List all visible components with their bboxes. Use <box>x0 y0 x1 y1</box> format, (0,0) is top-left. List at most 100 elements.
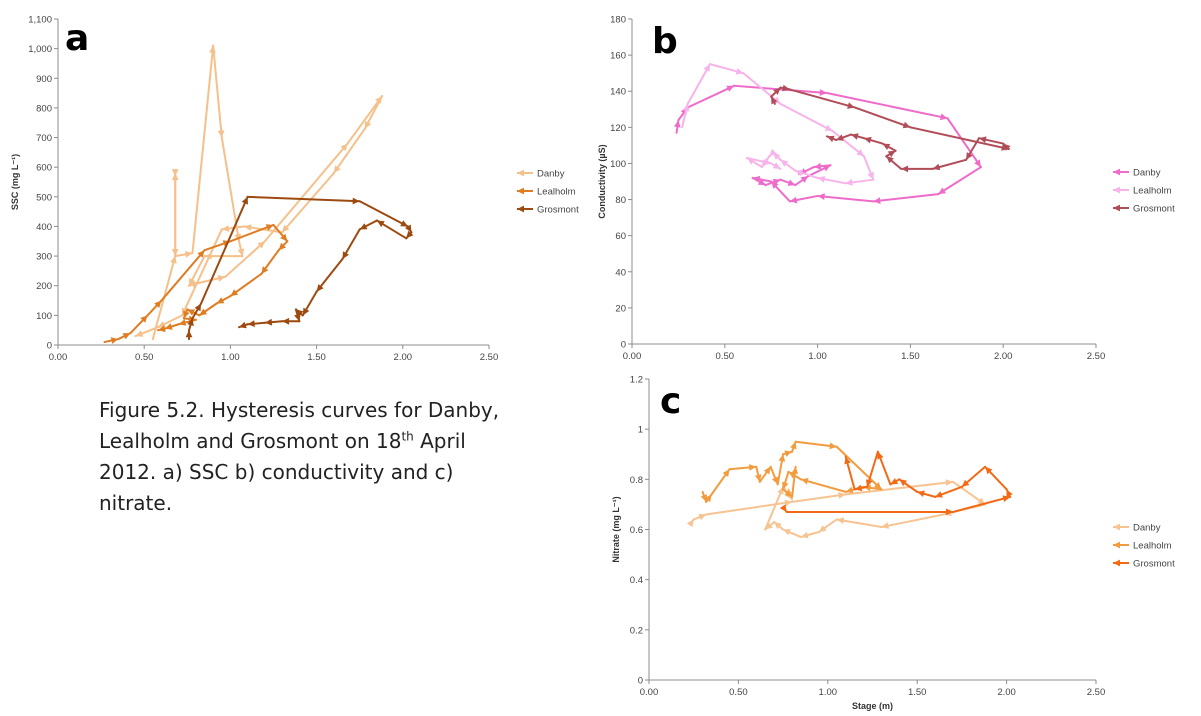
y-tick-label: 120 <box>610 123 626 134</box>
arrow-marker <box>185 251 193 258</box>
arrow-marker <box>406 231 413 239</box>
arrow-marker <box>353 198 360 205</box>
legend-arrow-marker <box>1113 205 1120 212</box>
x-tick-label: 0.00 <box>623 351 642 362</box>
arrow-marker <box>687 520 694 528</box>
legend-label: Danby <box>537 169 565 180</box>
y-axis-label: SSC (mg L⁻¹) <box>10 154 20 210</box>
series-segment <box>334 129 365 173</box>
x-tick-label: 0.50 <box>135 352 154 363</box>
arrow-marker <box>111 337 119 344</box>
legend-label: Grosmont <box>537 205 579 216</box>
legend-arrow-marker <box>1113 524 1120 531</box>
legend-item: Danby <box>517 169 565 180</box>
y-tick-label: 40 <box>615 267 626 278</box>
series-danby <box>674 86 981 204</box>
legend-item: Grosmont <box>1113 204 1175 215</box>
arrow-marker <box>790 197 798 204</box>
panel-letter: a <box>65 18 89 59</box>
y-axis-label: Nitrate (mg L⁻¹) <box>611 496 621 562</box>
y-tick-label: 700 <box>36 133 52 144</box>
y-axis-label: Conductivity (µS) <box>597 144 607 218</box>
x-tick-label: 0.50 <box>716 351 735 362</box>
x-tick-label: 2.50 <box>1087 687 1106 698</box>
arrow-marker <box>881 522 889 529</box>
series-segment <box>873 194 938 201</box>
arrow-marker <box>779 454 786 461</box>
x-tick-label: 0.00 <box>49 352 68 363</box>
series-segment <box>837 447 882 490</box>
legend-label: Grosmont <box>1133 204 1175 215</box>
x-tick-label: 1.00 <box>808 351 827 362</box>
y-tick-label: 900 <box>36 74 52 85</box>
arrow-marker <box>901 166 908 173</box>
y-tick-label: 20 <box>615 303 626 314</box>
series-segment <box>225 241 265 277</box>
panel-letter: b <box>652 21 678 62</box>
y-tick-label: 0 <box>638 676 643 687</box>
series-segment <box>910 127 1008 149</box>
y-tick-label: 200 <box>36 281 52 292</box>
y-tick-label: 0.6 <box>630 525 643 536</box>
arrow-marker <box>282 318 289 325</box>
x-tick-label: 1.50 <box>307 352 326 363</box>
series-segment <box>780 104 832 131</box>
legend-arrow-marker <box>1113 187 1120 194</box>
legend-arrow-marker <box>517 188 524 195</box>
y-tick-label: 80 <box>615 195 626 206</box>
series-segment <box>248 197 360 201</box>
x-tick-label: 1.50 <box>908 687 927 698</box>
series-grosmont <box>186 197 414 339</box>
x-tick-label: 1.50 <box>901 351 920 362</box>
legend-item: Danby <box>1113 523 1161 534</box>
series-segment <box>792 494 846 502</box>
y-tick-label: 0 <box>621 340 626 351</box>
y-tick-label: 0.2 <box>630 625 643 636</box>
legend-label: Lealholm <box>537 187 576 198</box>
arrow-marker <box>818 176 826 183</box>
y-tick-label: 100 <box>36 311 52 322</box>
arrow-marker <box>749 464 756 471</box>
legend-label: Lealholm <box>1133 541 1172 552</box>
x-tick-label: 0.50 <box>729 687 748 698</box>
series-segment <box>282 173 334 232</box>
legend-label: Danby <box>1133 168 1161 179</box>
y-tick-label: 1,000 <box>28 44 52 55</box>
arrow-marker <box>855 485 863 492</box>
x-tick-label: 2.50 <box>480 352 499 363</box>
series-segment <box>688 86 734 108</box>
arrow-marker <box>239 322 247 329</box>
series-segment <box>213 46 222 138</box>
arrow-marker <box>820 89 827 96</box>
x-tick-label: 2.00 <box>994 351 1013 362</box>
legend-label: Grosmont <box>1133 559 1175 570</box>
series-danby <box>136 46 383 339</box>
y-tick-label: 60 <box>615 231 626 242</box>
legend-arrow-marker <box>517 206 524 213</box>
arrow-marker <box>172 169 179 176</box>
series-segment <box>161 250 204 300</box>
legend-label: Lealholm <box>1133 186 1172 197</box>
series-segment <box>855 107 911 127</box>
y-tick-label: 1 <box>638 425 643 436</box>
x-tick-label: 2.50 <box>1087 351 1106 362</box>
arrow-marker <box>940 114 948 121</box>
legend-item: Lealholm <box>1113 541 1172 552</box>
arrow-marker <box>903 122 911 128</box>
panel-letter: c <box>660 381 681 422</box>
x-tick-label: 2.00 <box>394 352 413 363</box>
legend-item: Lealholm <box>1113 186 1172 197</box>
series-segment <box>881 514 944 527</box>
y-tick-label: 0 <box>47 341 52 352</box>
chart-panel-c: 0 0.2 0.4 0.6 0.8 1 1.2 0.00 0.50 1.00 1.50 2.00 2.5… <box>611 375 1175 712</box>
series-segment <box>818 196 874 201</box>
legend-arrow-marker <box>517 170 524 177</box>
y-tick-label: 0.8 <box>630 475 643 486</box>
legend-item: Lealholm <box>517 187 576 198</box>
y-tick-label: 800 <box>36 103 52 114</box>
chart-panel-a: 01002003004005006007008009001,0001,1000.… <box>10 15 579 364</box>
y-tick-label: 0.4 <box>630 575 643 586</box>
series-segment <box>192 46 213 253</box>
legend-label: Danby <box>1133 523 1161 534</box>
